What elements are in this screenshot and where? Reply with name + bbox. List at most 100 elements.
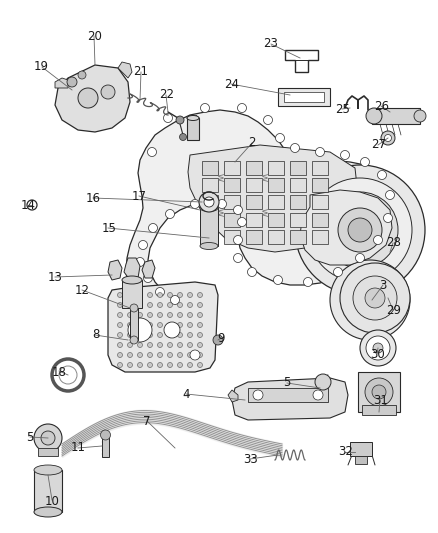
Circle shape — [158, 303, 162, 308]
Circle shape — [78, 88, 98, 108]
Text: 3: 3 — [380, 279, 387, 292]
Text: 2: 2 — [248, 136, 256, 149]
Bar — [362, 405, 396, 415]
Circle shape — [117, 362, 123, 367]
Ellipse shape — [34, 507, 62, 517]
Circle shape — [128, 318, 152, 342]
Text: 21: 21 — [134, 66, 148, 78]
Bar — [122, 280, 142, 308]
Circle shape — [338, 208, 382, 252]
Circle shape — [340, 263, 410, 333]
Polygon shape — [55, 78, 68, 88]
Polygon shape — [55, 65, 130, 132]
Circle shape — [365, 378, 393, 406]
Circle shape — [342, 272, 398, 328]
Circle shape — [198, 362, 202, 367]
Bar — [38, 448, 58, 456]
Bar — [224, 178, 240, 192]
Text: 30: 30 — [370, 348, 385, 361]
Circle shape — [201, 103, 209, 112]
Circle shape — [158, 362, 162, 367]
Circle shape — [177, 352, 183, 358]
Polygon shape — [228, 390, 238, 402]
Circle shape — [187, 362, 192, 367]
Circle shape — [138, 333, 142, 337]
Circle shape — [158, 312, 162, 318]
Circle shape — [198, 303, 202, 308]
Bar — [187, 118, 199, 140]
Text: 7: 7 — [143, 415, 151, 427]
Circle shape — [138, 362, 142, 367]
Circle shape — [187, 333, 192, 337]
Circle shape — [138, 343, 142, 348]
Bar — [268, 161, 284, 175]
Circle shape — [158, 343, 162, 348]
Circle shape — [330, 260, 410, 340]
Text: 16: 16 — [85, 192, 100, 205]
Circle shape — [127, 352, 133, 358]
Circle shape — [187, 352, 192, 358]
Circle shape — [378, 171, 386, 180]
Bar — [202, 213, 218, 227]
Circle shape — [198, 293, 202, 297]
Circle shape — [304, 278, 312, 287]
Circle shape — [148, 148, 156, 157]
Bar — [246, 195, 262, 209]
Bar — [224, 230, 240, 244]
Circle shape — [198, 312, 202, 318]
Circle shape — [34, 424, 62, 452]
Bar — [248, 388, 328, 402]
Polygon shape — [232, 378, 348, 420]
Circle shape — [138, 240, 148, 249]
Circle shape — [264, 116, 272, 125]
Bar — [355, 456, 367, 464]
Circle shape — [356, 254, 364, 262]
Circle shape — [167, 322, 173, 327]
Circle shape — [167, 333, 173, 337]
Bar — [312, 161, 328, 175]
Circle shape — [166, 209, 174, 219]
Circle shape — [167, 303, 173, 308]
Circle shape — [144, 273, 152, 282]
Ellipse shape — [122, 276, 142, 284]
Circle shape — [167, 362, 173, 367]
Bar — [268, 213, 284, 227]
Bar — [312, 178, 328, 192]
Circle shape — [164, 322, 180, 338]
Bar — [290, 213, 306, 227]
Bar — [268, 178, 284, 192]
Ellipse shape — [187, 116, 199, 120]
Circle shape — [138, 303, 142, 308]
Text: 22: 22 — [159, 88, 174, 101]
Text: 12: 12 — [75, 284, 90, 297]
Circle shape — [177, 322, 183, 327]
Bar — [278, 88, 330, 106]
Circle shape — [148, 362, 152, 367]
Circle shape — [138, 293, 142, 297]
Bar — [202, 178, 218, 192]
Circle shape — [414, 110, 426, 122]
Circle shape — [138, 322, 142, 327]
Text: 25: 25 — [335, 103, 350, 116]
Circle shape — [135, 257, 145, 266]
Circle shape — [130, 304, 138, 312]
Text: 10: 10 — [44, 495, 59, 507]
Circle shape — [117, 303, 123, 308]
Circle shape — [127, 293, 133, 297]
Circle shape — [148, 312, 152, 318]
Circle shape — [100, 430, 110, 440]
Circle shape — [117, 322, 123, 327]
Circle shape — [148, 293, 152, 297]
Text: 18: 18 — [52, 366, 67, 378]
Circle shape — [127, 343, 133, 348]
Bar — [224, 213, 240, 227]
Circle shape — [127, 333, 133, 337]
Circle shape — [127, 322, 133, 327]
Circle shape — [218, 199, 226, 208]
Circle shape — [253, 390, 263, 400]
Text: 13: 13 — [47, 271, 62, 284]
Polygon shape — [124, 258, 140, 280]
Circle shape — [101, 85, 115, 99]
Bar — [268, 195, 284, 209]
Bar — [246, 230, 262, 244]
